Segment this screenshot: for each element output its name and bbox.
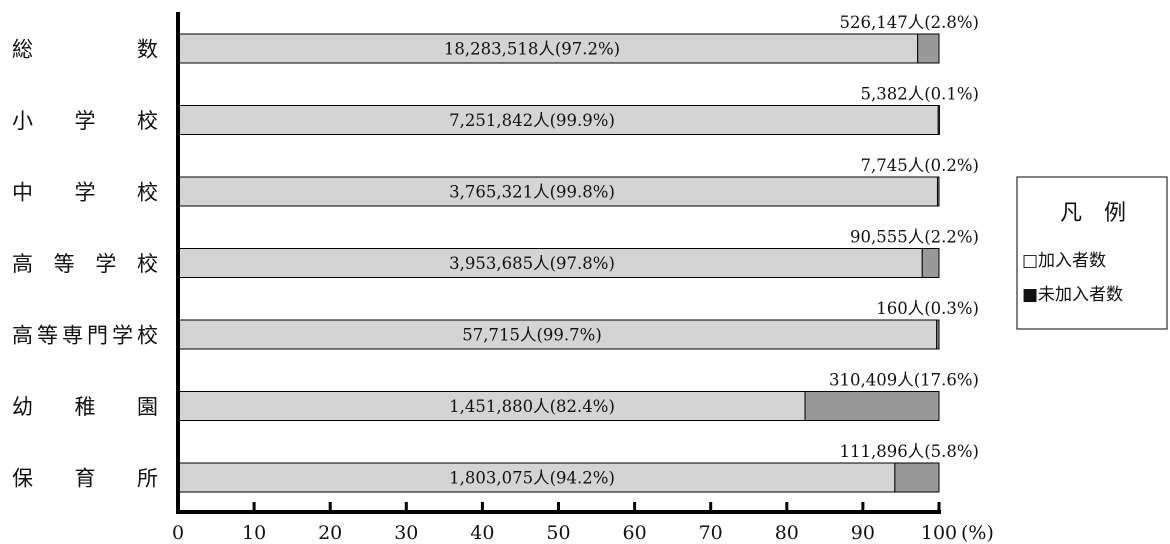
not-joined-value-label: 7,745人(0.2%) [860,156,979,175]
joined-value-label: 18,283,518人(97.2%) [444,40,620,59]
not-joined-value-label: 160人(0.3%) [876,299,979,318]
bar-joined [177,391,806,421]
category-label: 高 等 学 校 [12,252,158,276]
legend-item-label: □加入者数 [1022,251,1106,271]
x-tick-label: 10 [242,522,266,544]
joined-value-label: 3,953,685人(97.8%) [449,254,615,273]
joined-value-label: 1,803,075人(94.2%) [449,469,615,488]
x-axis: 0 10 20 30 40 50 60 70 80 90 100 (%) [172,12,994,544]
bar-not-joined [804,391,940,421]
x-tick-label: 60 [623,522,647,544]
joined-value-label: 7,251,842人(99.9%) [449,111,615,130]
joined-value-label: 57,715人(99.7%) [462,326,602,345]
x-tick-label: 90 [851,522,875,544]
legend-title: 凡 例 [1060,201,1126,226]
joined-value-label: 3,765,321人(99.8%) [449,183,615,202]
category-label: 幼 稚 園 [12,395,158,419]
category-label: 保 育 所 [12,467,158,491]
not-joined-value-label: 5,382人(0.1%) [860,85,979,104]
bar-joined [177,33,919,64]
bar-joined [177,105,939,135]
not-joined-value-label: 310,409人(17.6%) [829,371,979,390]
not-joined-value-label: 111,896人(5.8%) [839,442,979,461]
joined-value-label: 1,451,880人(82.4%) [449,397,615,416]
not-joined-value-label: 90,555人(2.2%) [850,228,979,247]
category-label: 小 学 校 [12,109,158,133]
bar-not-joined [937,105,940,135]
x-tick-label: 40 [470,522,494,544]
x-tick-label: 30 [394,522,418,544]
bar-not-joined [894,462,940,493]
x-tick-label: 0 [172,522,184,544]
bar-not-joined [936,319,940,350]
bar-labels: 18,283,518人(97.2%) 526,147人(2.8%) 7,251,84… [444,13,979,488]
x-tick-label: 80 [775,522,799,544]
x-tick-label: 50 [546,522,570,544]
bar-not-joined [917,33,940,64]
bars [177,33,940,493]
category-label: 高等専門学校 [12,324,158,348]
x-tick-label: 20 [318,522,342,544]
category-label: 中 学 校 [12,181,158,205]
legend-box [1016,176,1168,330]
legend: 凡 例 □加入者数 ■未加入者数 [1016,176,1168,330]
category-label: 総 数 [12,38,158,62]
bar-joined [177,319,938,350]
x-tick-label: 100 [921,522,957,544]
legend-item-label: ■未加入者数 [1022,285,1123,305]
bar-not-joined [921,248,940,278]
bar-not-joined [936,176,940,207]
x-unit-label: (%) [961,522,994,544]
x-tick-label: 70 [699,522,723,544]
not-joined-value-label: 526,147人(2.8%) [839,13,979,32]
